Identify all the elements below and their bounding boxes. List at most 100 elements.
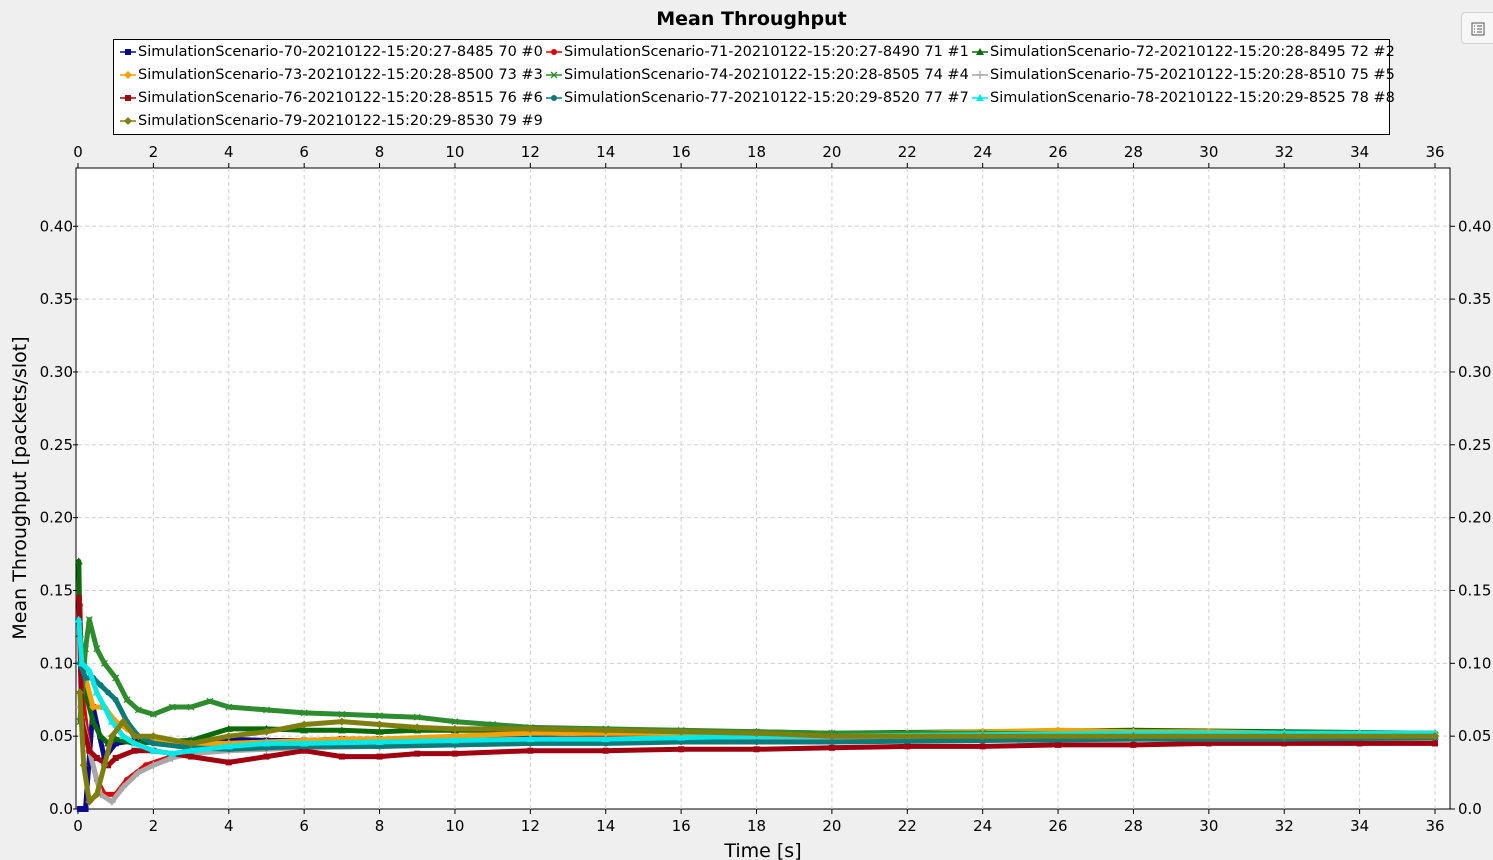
square-marker-icon bbox=[120, 49, 136, 55]
data-point bbox=[85, 797, 94, 806]
data-point bbox=[1432, 740, 1438, 747]
axis-ticks: 0022446688101012121414161618182020222224… bbox=[40, 143, 1492, 835]
data-point bbox=[828, 744, 835, 751]
data-point bbox=[112, 674, 120, 682]
data-point bbox=[375, 720, 384, 729]
x-tick-label-top: 18 bbox=[747, 143, 766, 161]
data-point bbox=[89, 703, 98, 712]
x-tick-label-top: 22 bbox=[898, 143, 917, 161]
data-point bbox=[1055, 741, 1062, 748]
data-point bbox=[337, 726, 346, 734]
y-tick-label-left: 0.15 bbox=[40, 581, 73, 599]
data-point bbox=[105, 689, 112, 696]
data-point bbox=[262, 727, 271, 736]
data-point bbox=[413, 723, 422, 732]
data-point bbox=[979, 743, 986, 750]
data-point bbox=[107, 797, 116, 806]
x-tick-label-bottom: 8 bbox=[375, 817, 385, 835]
y-tick-label-left: 0.10 bbox=[40, 654, 73, 672]
plus-marker-icon bbox=[972, 71, 988, 79]
data-point bbox=[75, 594, 82, 601]
x-tick-label-top: 14 bbox=[596, 143, 615, 161]
data-point bbox=[100, 659, 108, 667]
diamond-marker-icon bbox=[120, 71, 136, 79]
x-tick-label-top: 30 bbox=[1199, 143, 1218, 161]
data-point bbox=[100, 703, 109, 711]
x-tick-label-top: 4 bbox=[224, 143, 234, 161]
y-tick-label-right: 0.05 bbox=[1458, 727, 1491, 745]
data-point bbox=[376, 753, 383, 760]
legend-label: SimulationScenario-78-20210122-15:20:29-… bbox=[990, 90, 1395, 106]
x-tick-label-bottom: 30 bbox=[1199, 817, 1218, 835]
data-point bbox=[225, 759, 232, 766]
y-axis-label: Mean Throughput [packets/slot] bbox=[9, 336, 31, 639]
y-tick-label-left: 0.20 bbox=[40, 509, 73, 527]
data-point bbox=[107, 717, 116, 725]
x-axis-label: Time [s] bbox=[723, 840, 801, 860]
data-point bbox=[224, 732, 233, 741]
y-tick-label-left: 0.25 bbox=[40, 436, 73, 454]
data-point bbox=[224, 742, 233, 750]
x-tick-label-bottom: 28 bbox=[1124, 817, 1143, 835]
x-tick-label-top: 28 bbox=[1124, 143, 1143, 161]
x-tick-label-bottom: 20 bbox=[822, 817, 841, 835]
legend-label: SimulationScenario-71-20210122-15:20:27-… bbox=[564, 44, 969, 60]
x-tick-label-bottom: 26 bbox=[1049, 817, 1068, 835]
legend-label: SimulationScenario-75-20210122-15:20:28-… bbox=[990, 67, 1395, 83]
x-tick-label-top: 10 bbox=[445, 143, 464, 161]
data-point bbox=[188, 753, 195, 760]
data-point bbox=[601, 726, 610, 735]
x-tick-label-bottom: 18 bbox=[747, 817, 766, 835]
x-tick-label-bottom: 24 bbox=[973, 817, 992, 835]
data-point bbox=[187, 739, 196, 748]
x-tick-label-top: 34 bbox=[1350, 143, 1369, 161]
data-point bbox=[111, 735, 120, 743]
series-line-9 bbox=[77, 690, 1438, 805]
chart-title: Mean Throughput bbox=[656, 8, 847, 30]
data-point bbox=[96, 732, 105, 740]
x-tick-label-bottom: 16 bbox=[672, 817, 691, 835]
y-tick-label-right: 0.25 bbox=[1458, 436, 1491, 454]
data-point bbox=[224, 724, 233, 732]
data-point bbox=[82, 674, 89, 681]
data-point bbox=[75, 688, 84, 697]
data-point bbox=[413, 713, 421, 721]
y-tick-label-right: 0.15 bbox=[1458, 581, 1491, 599]
data-point bbox=[130, 739, 139, 747]
legend-label: SimulationScenario-73-20210122-15:20:28-… bbox=[138, 67, 543, 83]
data-point bbox=[527, 747, 534, 754]
list-icon bbox=[1471, 22, 1485, 36]
data-point bbox=[149, 710, 157, 718]
data-point bbox=[678, 746, 685, 753]
data-point bbox=[82, 806, 89, 812]
data-point bbox=[262, 739, 271, 747]
y-tick-label-left: 0.35 bbox=[40, 290, 73, 308]
data-point bbox=[300, 726, 309, 734]
x-tick-label-bottom: 4 bbox=[224, 817, 234, 835]
data-point bbox=[168, 749, 177, 757]
legend-toggle-button[interactable] bbox=[1461, 12, 1493, 44]
data-point bbox=[86, 747, 93, 754]
data-point bbox=[150, 740, 157, 747]
legend-label: SimulationScenario-77-20210122-15:20:29-… bbox=[564, 90, 969, 106]
data-point bbox=[753, 746, 760, 753]
data-point bbox=[601, 735, 610, 743]
y-tick-label-right: 0.40 bbox=[1458, 217, 1491, 235]
data-point bbox=[338, 753, 345, 760]
data-point bbox=[1129, 732, 1138, 741]
series-9 bbox=[75, 688, 1439, 806]
data-point bbox=[752, 729, 761, 738]
data-point bbox=[451, 718, 459, 726]
y-tick-label-left: 0.0 bbox=[49, 800, 73, 818]
x-tick-label-bottom: 2 bbox=[149, 817, 159, 835]
y-tick-label-right: 0.35 bbox=[1458, 290, 1491, 308]
x-tick-label-top: 20 bbox=[822, 143, 841, 161]
data-point bbox=[123, 696, 131, 704]
data-point bbox=[74, 615, 83, 623]
x-tick-label-top: 6 bbox=[299, 143, 309, 161]
data-point bbox=[904, 743, 911, 750]
x-tick-label-top: 26 bbox=[1049, 143, 1068, 161]
data-point bbox=[85, 666, 94, 674]
data-point bbox=[187, 746, 196, 754]
